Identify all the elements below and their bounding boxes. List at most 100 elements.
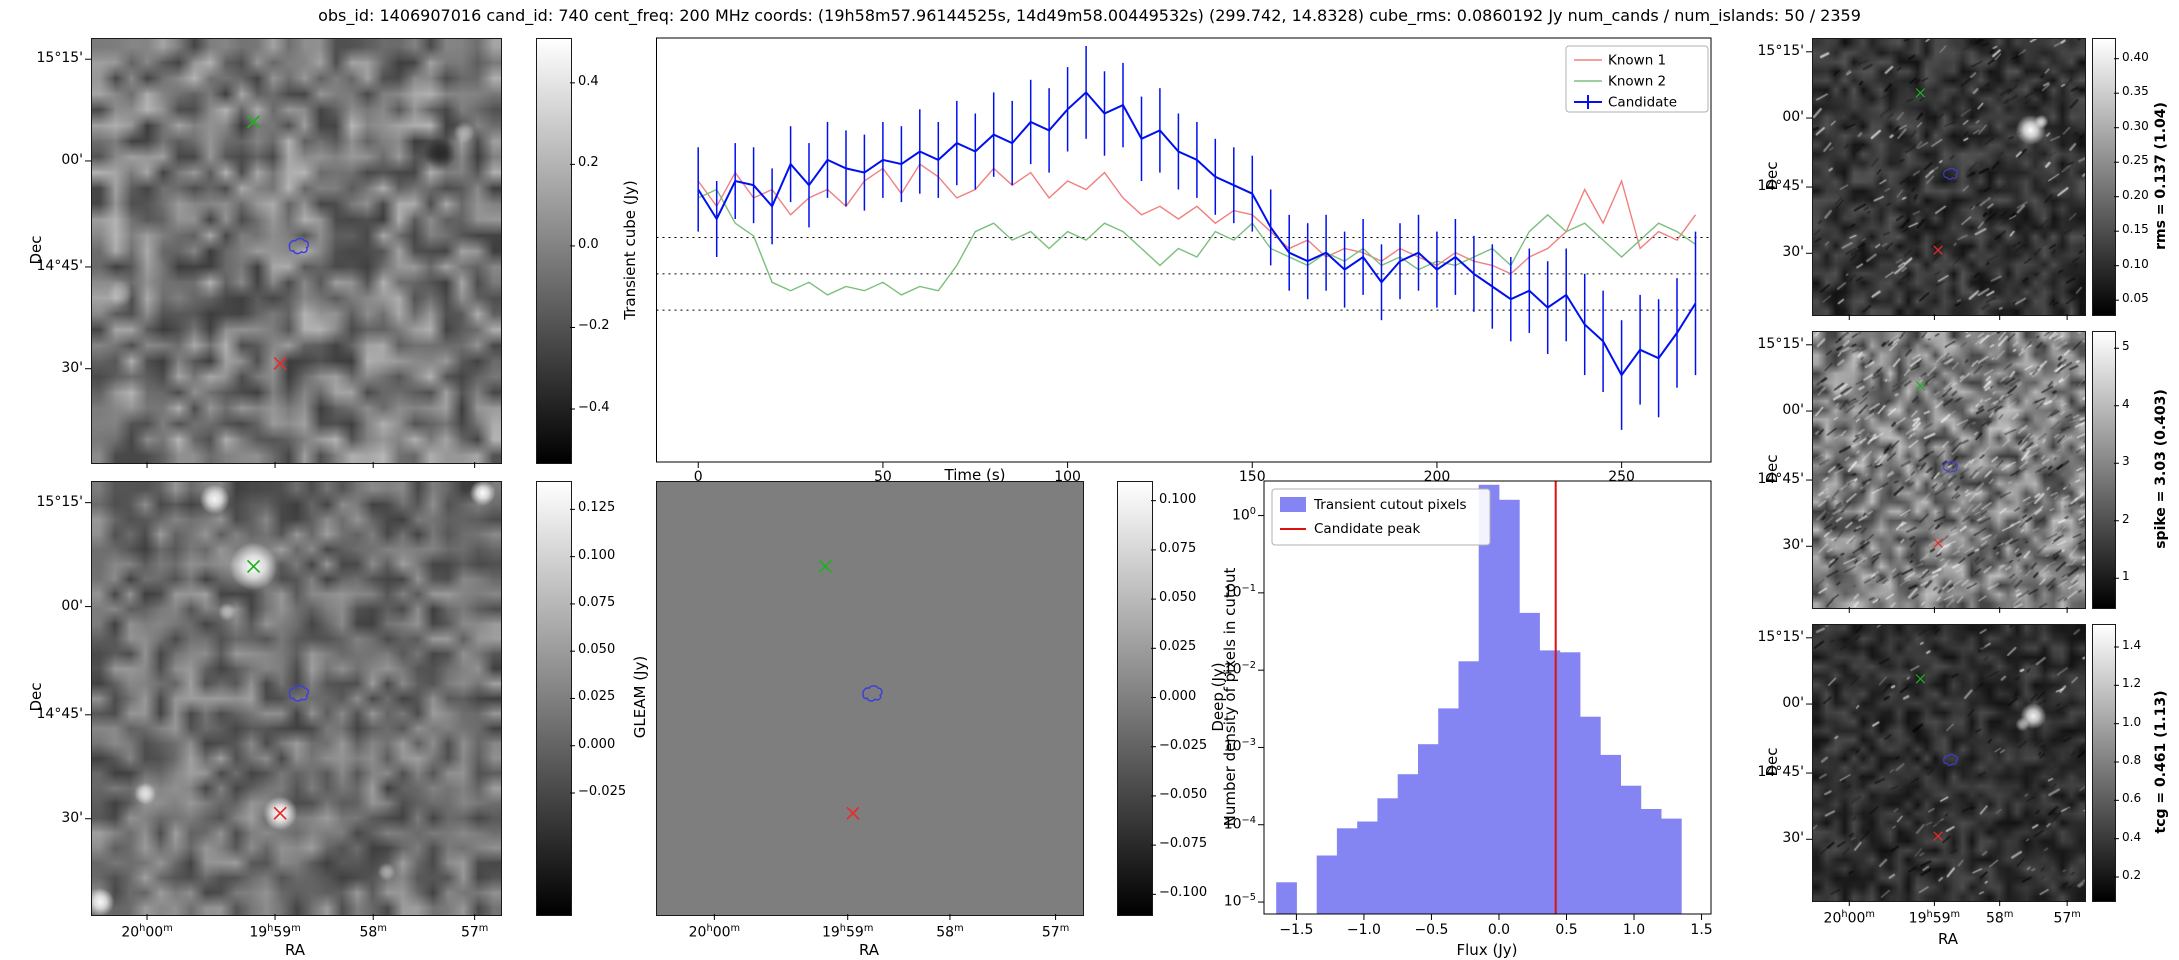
ra-tick-label: 20h00m [1823,909,1875,927]
colorbar-tick-label: −0.075 [1159,836,1208,852]
colorbar-tick-label: 0.0 [578,236,599,252]
histogram-bar [1640,809,1662,914]
dec-tick-label: 00' [1782,695,1804,712]
colorbar-tick-label: 1.2 [2122,676,2142,691]
colorbar-tick-label: 0.4 [578,73,599,89]
candidate-contour-icon [288,237,310,255]
dec-tick-label: 15°15' [1757,42,1804,59]
x-tick-label: 0.5 [1555,922,1578,938]
colorbar-tick-label: 4 [2122,396,2130,411]
colorbar-tick-label: 0.075 [578,594,616,610]
colorbar-tick-label: 0.15 [2122,222,2149,237]
known-source-red-x-icon [273,806,287,820]
tcg-colorbar [2092,624,2116,902]
histogram-bar [1377,798,1399,914]
series-candidate [697,90,1697,377]
series-known-2 [697,188,1696,296]
dec-tick-label: 30' [61,809,83,826]
colorbar-tick-label: 5 [2122,339,2130,354]
dec-tick-label: 14°45' [1757,764,1804,781]
candidate-contour-icon [1943,460,1958,473]
dec-tick-label: 15°15' [36,50,83,67]
series-known-1 [697,163,1697,275]
dec-tick-label: 30' [61,359,83,376]
colorbar-tick-label: 0.8 [2122,753,2142,767]
colorbar-tick-label: −0.050 [1159,786,1208,802]
colorbar-tick-label: 0.050 [578,642,616,658]
tcg-map-image [1812,624,2086,902]
panel-spike-noise-canvas [1813,332,2085,608]
ra-tick-label: 20h00m [688,923,741,941]
x-tick-label: −0.5 [1414,922,1449,938]
spike-map-image [1812,331,2086,609]
panel-transient-noise-canvas [92,39,501,463]
tcg-colorbar-label: tcg = 0.461 (1.13) [2153,690,2169,834]
colorbar-tick-label: 0.30 [2122,118,2149,133]
dec-tick-label: 00' [1782,109,1804,126]
dec-tick-label: 30' [1782,830,1804,847]
dec-tick-label: 00' [61,151,83,168]
legend-label: Candidate peak [1314,521,1420,537]
panel-gleam-marker-overlay [246,559,310,820]
histogram-bar [1661,818,1682,914]
colorbar-tick-label: 0.6 [2122,791,2142,806]
ra-tick-label: 19h59m [1908,909,1961,927]
colorbar-tick-label: 1 [2122,569,2130,584]
dec-axis-label: Dec [27,682,45,712]
known-source-green-x-icon [246,115,261,129]
colorbar-tick-label: 2 [2122,511,2130,526]
known-source-red-x-icon [273,356,287,370]
dec-tick-label: 00' [61,597,83,614]
x-tick-label: 0 [693,469,703,485]
dec-tick-label: 30' [1782,244,1804,261]
x-tick-label: 250 [1608,469,1635,485]
histogram-bar [1519,612,1540,914]
candidate-contour-icon [1943,167,1958,180]
ra-tick-label: 20h00m [121,923,173,941]
dec-tick-label: 14°45' [36,257,83,274]
known-source-green-x-icon [1915,88,1926,98]
ra-axis-label: RA [858,941,880,959]
y-tick-label: 10−2 [1223,660,1256,678]
dec-tick-label: 14°45' [1757,471,1804,488]
histogram-x-axis-label: Flux (Jy) [1456,941,1518,959]
candidate-contour-icon [862,685,883,702]
deep-colorbar [1117,481,1153,916]
histogram-bar [1499,499,1520,914]
panel-spike-marker-overlay [1915,381,1958,548]
panel-transient-marker-overlay [246,115,310,370]
histogram-bar [1559,652,1581,914]
legend-label: Known 1 [1608,53,1666,69]
colorbar-tick-label: 0.125 [578,500,616,516]
dec-tick-label: 14°45' [1757,178,1804,195]
ra-tick-label: 57m [1041,923,1070,941]
known-source-red-x-icon [1933,538,1943,548]
histogram-bar [1276,882,1297,914]
legend-label: Known 2 [1608,74,1666,90]
x-tick-label: 50 [873,469,892,485]
panel-rms-noise-canvas [1813,39,2085,315]
colorbar-tick-label: 0.025 [1159,639,1197,655]
y-tick-label: 100 [1231,505,1256,524]
candidate-contour-icon [1943,753,1958,766]
x-tick-label: 100 [1054,469,1081,485]
gleam-cutout-image [91,481,502,916]
rms-colorbar [2092,38,2116,316]
histogram-bar [1438,708,1459,914]
histogram-bar [1620,785,1642,914]
colorbar-tick-label: 0.25 [2122,153,2149,168]
histogram-bar [1397,774,1419,914]
rms-map-image [1812,38,2086,316]
panel-tcg-noise-canvas [1813,625,2085,901]
panel-rms-marker-overlay [1915,88,1958,255]
x-tick-label: 0.0 [1487,922,1511,938]
x-tick-label: 200 [1423,469,1451,485]
ra-tick-label: 58m [359,923,387,941]
histogram-legend [1271,488,1491,546]
histogram-bar [1316,855,1338,914]
colorbar-tick-label: −0.100 [1159,885,1208,901]
gleam-colorbar-label: GLEAM (Jy) [631,655,649,739]
known-source-red-x-icon [846,806,860,820]
colorbar-tick-label: −0.2 [578,318,610,334]
